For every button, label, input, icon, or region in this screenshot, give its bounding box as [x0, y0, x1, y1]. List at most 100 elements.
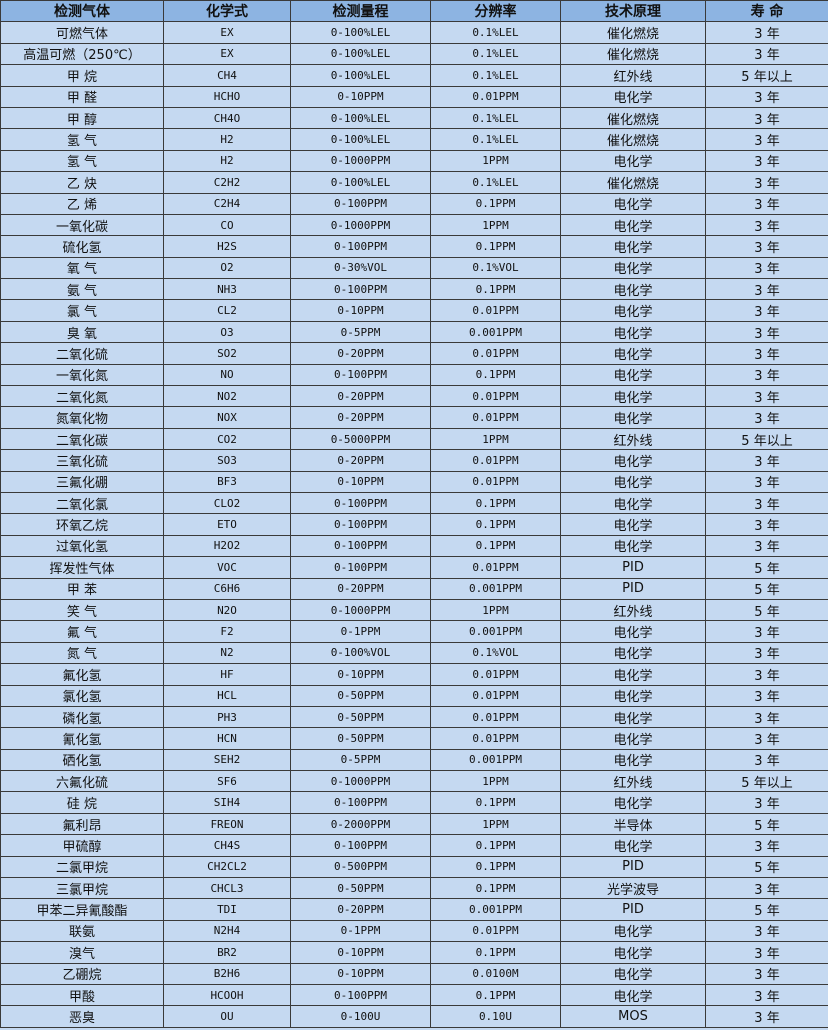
lifetime-cell: 3 年	[705, 983, 828, 1007]
gas-name-cell: 甲 烷	[0, 64, 164, 87]
formula-cell: NH3	[163, 278, 291, 301]
table-row: 过氧化氢 H2O2 0-100PPM 0.1PPM 电化学 3 年	[0, 534, 828, 558]
resolution-cell: 0.01PPM	[430, 299, 561, 322]
principle-cell: 电化学	[560, 705, 706, 729]
range-cell: 0-1000PPM	[290, 598, 431, 622]
range-cell: 0-10PPM	[290, 941, 431, 964]
table-row: 氯 气 CL2 0-10PPM 0.01PPM 电化学 3 年	[0, 299, 828, 322]
gas-name-cell: 溴气	[0, 941, 164, 964]
table-row: 二氧化氯 CLO2 0-100PPM 0.1PPM 电化学 3 年	[0, 491, 828, 515]
table-row: 氧 气 O2 0-30%VOL 0.1%VOL 电化学 3 年	[0, 256, 828, 280]
gas-name-cell: 三氧化硫	[0, 449, 164, 472]
table-row: 挥发性气体 VOC 0-100PPM 0.01PPM PID 5 年	[0, 556, 828, 579]
resolution-cell: 0.0100M	[430, 962, 561, 985]
principle-cell: 电化学	[560, 192, 706, 215]
resolution-cell: 0.01PPM	[430, 663, 561, 686]
table-row: 臭 氧 O3 0-5PPM 0.001PPM 电化学 3 年	[0, 320, 828, 344]
lifetime-cell: 3 年	[705, 213, 828, 237]
table-row: 恶臭 OU 0-100U 0.10U MOS 3 年	[0, 1005, 828, 1028]
lifetime-cell: 3 年	[705, 962, 828, 985]
gas-name-cell: 二氧化氯	[0, 491, 164, 515]
resolution-cell: 0.01PPM	[430, 470, 561, 493]
formula-cell: HCN	[163, 727, 291, 750]
formula-cell: SO3	[163, 449, 291, 472]
resolution-cell: 0.1%VOL	[430, 641, 561, 665]
resolution-cell: 0.1PPM	[430, 513, 561, 536]
formula-cell: O2	[163, 256, 291, 280]
table-row: 硫化氢 H2S 0-100PPM 0.1PPM 电化学 3 年	[0, 235, 828, 258]
principle-cell: 电化学	[560, 620, 706, 643]
gas-name-cell: 可燃气体	[0, 21, 164, 44]
gas-name-cell: 氮 气	[0, 641, 164, 665]
formula-cell: EX	[163, 42, 291, 66]
lifetime-cell: 3 年	[705, 342, 828, 365]
table-row: 氢 气 H2 0-100%LEL 0.1%LEL 催化燃烧 3 年	[0, 128, 828, 151]
table-row: 甲 苯 C6H6 0-20PPM 0.001PPM PID 5 年	[0, 577, 828, 600]
table-row: 三氧化硫 SO3 0-20PPM 0.01PPM 电化学 3 年	[0, 449, 828, 472]
formula-cell: H2	[163, 128, 291, 151]
principle-cell: 催化燃烧	[560, 128, 706, 151]
formula-cell: SIH4	[163, 791, 291, 814]
principle-cell: 电化学	[560, 299, 706, 322]
formula-cell: CO	[163, 213, 291, 237]
table-row: 氯化氢 HCL 0-50PPM 0.01PPM 电化学 3 年	[0, 684, 828, 707]
formula-cell: BR2	[163, 941, 291, 964]
resolution-cell: 0.1PPM	[430, 192, 561, 215]
table-row: 甲酸 HCOOH 0-100PPM 0.1PPM 电化学 3 年	[0, 983, 828, 1007]
table-row: 磷化氢 PH3 0-50PPM 0.01PPM 电化学 3 年	[0, 705, 828, 729]
table-row: 氨 气 NH3 0-100PPM 0.1PPM 电化学 3 年	[0, 278, 828, 301]
formula-cell: NO2	[163, 385, 291, 408]
gas-name-cell: 氢 气	[0, 128, 164, 151]
lifetime-cell: 3 年	[705, 877, 828, 900]
table-row: 甲硫醇 CH4S 0-100PPM 0.1PPM 电化学 3 年	[0, 834, 828, 857]
resolution-cell: 0.001PPM	[430, 898, 561, 921]
range-cell: 0-100PPM	[290, 983, 431, 1007]
lifetime-cell: 5 年	[705, 598, 828, 622]
table-row: 氟化氢 HF 0-10PPM 0.01PPM 电化学 3 年	[0, 663, 828, 686]
range-cell: 0-100%LEL	[290, 42, 431, 66]
formula-cell: SF6	[163, 770, 291, 793]
formula-cell: SO2	[163, 342, 291, 365]
principle-cell: 电化学	[560, 470, 706, 493]
formula-cell: SEH2	[163, 748, 291, 772]
range-cell: 0-5PPM	[290, 748, 431, 772]
table-row: 甲苯二异氰酸酯 TDI 0-20PPM 0.001PPM PID 5 年	[0, 898, 828, 921]
formula-cell: HF	[163, 663, 291, 686]
principle-cell: 电化学	[560, 406, 706, 429]
range-cell: 0-100PPM	[290, 235, 431, 258]
gas-name-cell: 六氟化硫	[0, 770, 164, 793]
principle-cell: 电化学	[560, 256, 706, 280]
principle-cell: 催化燃烧	[560, 21, 706, 44]
lifetime-cell: 3 年	[705, 534, 828, 558]
gas-name-cell: 二氧化氮	[0, 385, 164, 408]
table-row: 一氧化碳 CO 0-1000PPM 1PPM 电化学 3 年	[0, 213, 828, 237]
formula-cell: HCOOH	[163, 983, 291, 1007]
principle-cell: 催化燃烧	[560, 171, 706, 194]
lifetime-cell: 3 年	[705, 320, 828, 344]
formula-cell: CL2	[163, 299, 291, 322]
lifetime-cell: 3 年	[705, 106, 828, 130]
formula-cell: PH3	[163, 705, 291, 729]
gas-name-cell: 氯化氢	[0, 684, 164, 707]
gas-name-cell: 氟 气	[0, 620, 164, 643]
resolution-cell: 0.01PPM	[430, 727, 561, 750]
principle-cell: 催化燃烧	[560, 106, 706, 130]
gas-name-cell: 过氧化氢	[0, 534, 164, 558]
table-row: 硅 烷 SIH4 0-100PPM 0.1PPM 电化学 3 年	[0, 791, 828, 814]
table-row: 溴气 BR2 0-10PPM 0.1PPM 电化学 3 年	[0, 941, 828, 964]
resolution-cell: 0.1%LEL	[430, 42, 561, 66]
principle-cell: 电化学	[560, 962, 706, 985]
principle-cell: 电化学	[560, 834, 706, 857]
principle-cell: 电化学	[560, 278, 706, 301]
formula-cell: F2	[163, 620, 291, 643]
formula-cell: ETO	[163, 513, 291, 536]
formula-cell: H2	[163, 149, 291, 173]
gas-name-cell: 甲 醇	[0, 106, 164, 130]
principle-cell: 红外线	[560, 770, 706, 793]
lifetime-cell: 3 年	[705, 748, 828, 772]
gas-name-cell: 甲硫醇	[0, 834, 164, 857]
resolution-cell: 0.1%LEL	[430, 171, 561, 194]
resolution-cell: 0.001PPM	[430, 577, 561, 600]
table-row: 环氧乙烷 ETO 0-100PPM 0.1PPM 电化学 3 年	[0, 513, 828, 536]
formula-cell: NO	[163, 363, 291, 387]
